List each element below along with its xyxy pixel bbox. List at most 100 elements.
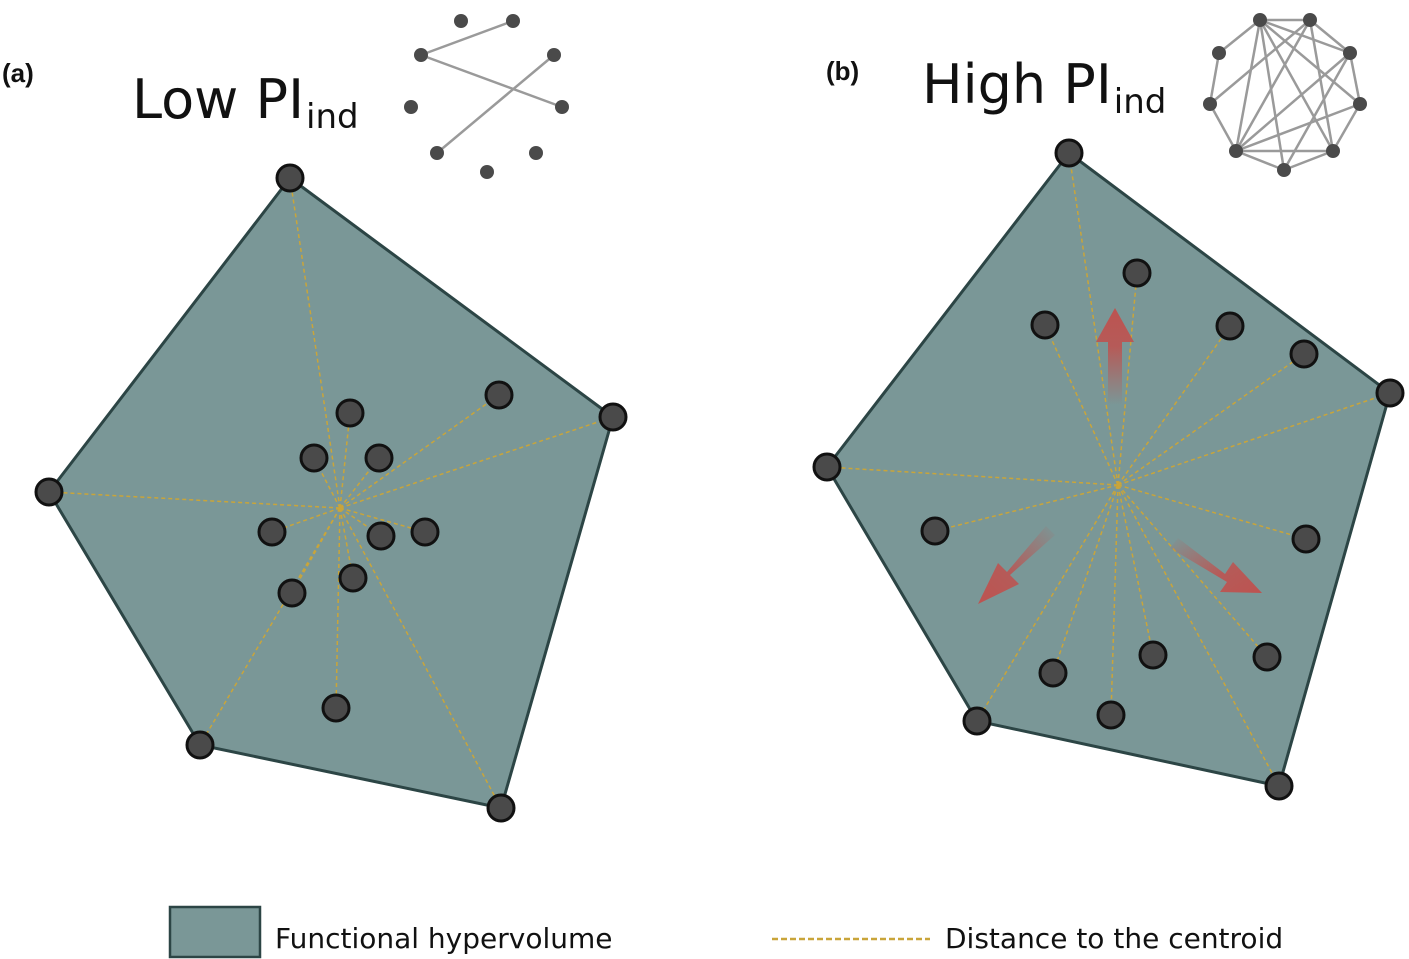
expansion-arrows bbox=[978, 308, 1262, 604]
network-edge bbox=[1348, 52, 1362, 105]
interior-point bbox=[257, 517, 287, 547]
interior-point bbox=[277, 578, 307, 608]
trait-points-b bbox=[812, 138, 1405, 801]
panel-b: (b) High PIind bbox=[812, 13, 1405, 801]
functional-hypervolume-b bbox=[825, 151, 1392, 788]
network-edge bbox=[1309, 19, 1351, 54]
centroid-line bbox=[1117, 484, 1154, 656]
centroid-line bbox=[1117, 272, 1138, 486]
centroid-line bbox=[339, 412, 351, 509]
network-edge bbox=[1258, 19, 1335, 152]
interior-point bbox=[1122, 258, 1152, 288]
centroid-line bbox=[339, 507, 502, 809]
network-node bbox=[480, 165, 494, 179]
panel-a: (a) Low PIind bbox=[2, 14, 628, 823]
legend-distance-label: Distance to the centroid bbox=[945, 922, 1283, 955]
network-edge bbox=[1331, 103, 1362, 152]
network-edge bbox=[1258, 19, 1286, 171]
panel-b-title-main: High PI bbox=[922, 53, 1112, 116]
interior-point bbox=[364, 443, 394, 473]
interior-point bbox=[1138, 640, 1168, 670]
interior-point bbox=[1289, 339, 1319, 369]
centroid-line bbox=[1117, 392, 1391, 486]
network-node bbox=[1277, 163, 1291, 177]
centroid-line bbox=[335, 507, 341, 709]
interior-point bbox=[299, 443, 329, 473]
centroid-line bbox=[1117, 484, 1280, 787]
interior-point bbox=[1291, 524, 1321, 554]
centroid-line bbox=[1117, 484, 1307, 540]
expansion-arrow-icon bbox=[978, 526, 1055, 604]
legend-hypervolume-label: Functional hypervolume bbox=[275, 922, 613, 955]
centroid-line bbox=[339, 507, 426, 533]
centroid-line bbox=[1044, 324, 1119, 486]
network-node bbox=[1203, 97, 1217, 111]
network-node bbox=[555, 100, 569, 114]
network-edge bbox=[1235, 149, 1285, 172]
interior-point bbox=[338, 563, 368, 593]
interior-point bbox=[1096, 700, 1126, 730]
centroid-line bbox=[1117, 484, 1268, 658]
functional-hypervolume-a bbox=[47, 176, 615, 810]
network-edge bbox=[420, 53, 563, 109]
panel-a-title-main: Low PI bbox=[132, 68, 304, 131]
network-node bbox=[529, 146, 543, 160]
network-edge bbox=[1208, 103, 1238, 152]
panel-a-title-sub: ind bbox=[306, 97, 359, 137]
network-node bbox=[1353, 97, 1367, 111]
interior-point bbox=[1252, 642, 1282, 672]
network-node bbox=[430, 146, 444, 160]
network-edge bbox=[1209, 19, 1311, 105]
network-edge bbox=[1218, 19, 1261, 54]
centroid-line bbox=[339, 416, 614, 509]
vertex-point bbox=[1054, 138, 1084, 168]
expansion-arrow-icon bbox=[1096, 308, 1134, 405]
network-node bbox=[414, 48, 428, 62]
trait-points-a bbox=[34, 163, 628, 823]
expansion-arrow-icon bbox=[1170, 538, 1262, 593]
vertex-point bbox=[1375, 378, 1405, 408]
network-edge bbox=[436, 54, 555, 154]
network-edge bbox=[1234, 19, 1312, 152]
network-edge bbox=[1259, 18, 1351, 55]
panel-b-title-sub: ind bbox=[1114, 82, 1167, 122]
legend-hypervolume-swatch bbox=[168, 905, 262, 959]
network-node bbox=[1303, 13, 1317, 27]
panel-b-title: High PIind bbox=[922, 53, 1166, 122]
centroid-line bbox=[339, 507, 382, 537]
centroid-line bbox=[271, 507, 341, 533]
vertex-point bbox=[275, 163, 305, 193]
centroid-line bbox=[1117, 325, 1231, 486]
vertex-point bbox=[486, 793, 516, 823]
vertex-point bbox=[185, 730, 215, 760]
vertex-point bbox=[598, 402, 628, 432]
network-node bbox=[547, 48, 561, 62]
vertex-point bbox=[962, 706, 992, 736]
centroid-line bbox=[339, 394, 500, 509]
dense-network-icon bbox=[1203, 13, 1367, 177]
vertex-point bbox=[812, 452, 842, 482]
centroid-line bbox=[934, 484, 1119, 532]
interior-point bbox=[920, 516, 950, 546]
network-node bbox=[1343, 46, 1357, 60]
panel-a-tag: (a) bbox=[2, 58, 34, 88]
interior-point bbox=[1030, 310, 1060, 340]
network-edge bbox=[1235, 52, 1351, 152]
centroid-line bbox=[1110, 484, 1119, 716]
vertex-point bbox=[34, 477, 64, 507]
interior-point bbox=[484, 380, 514, 410]
network-edge bbox=[1308, 19, 1335, 152]
network-node bbox=[454, 14, 468, 28]
network-node bbox=[1326, 144, 1340, 158]
interior-point bbox=[335, 398, 365, 428]
centroid-line bbox=[291, 507, 341, 594]
network-edge bbox=[1235, 102, 1361, 153]
network-edge bbox=[1259, 19, 1361, 105]
panel-a-title: Low PIind bbox=[132, 68, 359, 137]
network-edge bbox=[1283, 149, 1334, 172]
interior-point bbox=[321, 693, 351, 723]
interior-point bbox=[410, 517, 440, 547]
network-node bbox=[1229, 144, 1243, 158]
network-node bbox=[404, 100, 418, 114]
